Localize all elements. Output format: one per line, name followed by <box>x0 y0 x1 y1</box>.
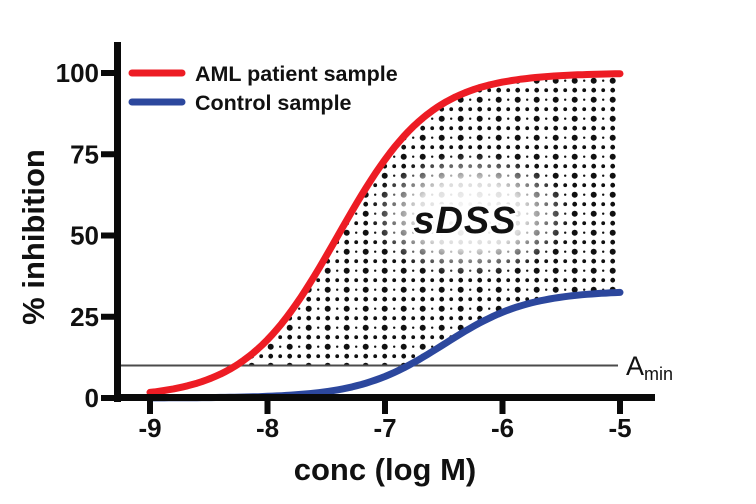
y-axis-title: % inhibition <box>16 149 51 325</box>
y-tick-label: 0 <box>85 383 99 413</box>
y-tick-label: 25 <box>70 302 99 332</box>
x-tick <box>382 401 388 414</box>
y-tick-label: 75 <box>70 139 99 169</box>
x-tick-label: -6 <box>491 413 514 443</box>
amin-label-sub: min <box>644 364 673 384</box>
y-tick <box>101 313 114 320</box>
x-tick <box>617 401 623 414</box>
y-tick <box>101 395 114 401</box>
ticks-group: -9 -8 -7 -6 -5 0 25 50 75 100 <box>56 58 632 443</box>
x-tick <box>264 401 271 414</box>
x-axis-title: conc (log M) <box>294 452 477 487</box>
legend-label-aml-patient-sample: AML patient sample <box>195 62 398 86</box>
curve-aml-patient-sample <box>146 70 624 396</box>
x-tick <box>499 401 506 414</box>
y-tick <box>101 232 114 239</box>
y-tick <box>101 151 114 158</box>
x-tick <box>147 401 153 414</box>
sdss-label-halo <box>370 153 570 277</box>
axes <box>114 42 655 402</box>
y-tick-label: 50 <box>70 221 99 251</box>
x-tick-label: -9 <box>138 413 161 443</box>
y-tick <box>101 70 114 76</box>
amin-label: Amin <box>626 351 673 384</box>
y-tick-label: 100 <box>56 58 99 88</box>
y-axis-line <box>114 42 121 402</box>
x-tick-label: -5 <box>608 413 631 443</box>
legend-label-control-sample: Control sample <box>195 91 352 115</box>
x-tick-label: -7 <box>373 413 396 443</box>
x-axis-line <box>114 394 655 401</box>
x-tick-label: -8 <box>256 413 279 443</box>
amin-label-main: A <box>626 351 644 381</box>
sdss-region-label: sDSS <box>413 200 516 242</box>
legend: AML patient sample Control sample <box>128 62 398 115</box>
